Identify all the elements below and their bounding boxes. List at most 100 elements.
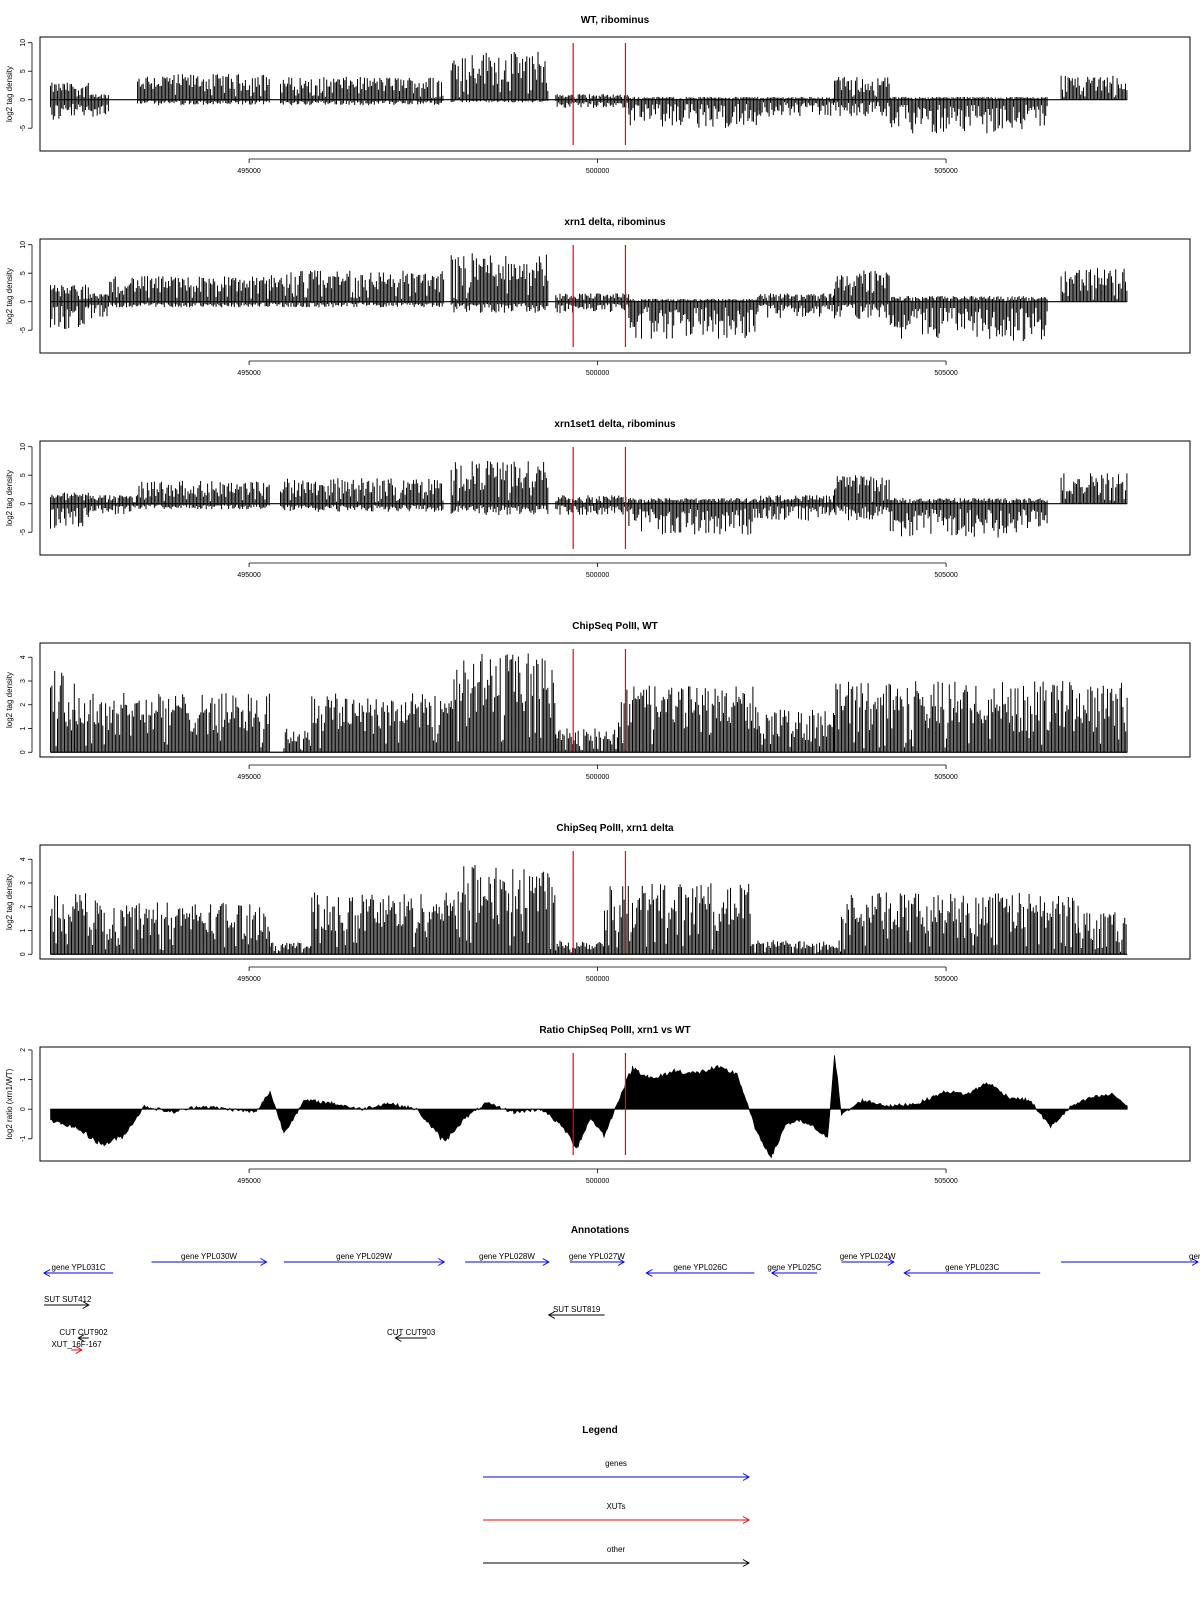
panel-title: Ratio ChipSeq PolII, xrn1 vs WT (539, 1025, 690, 1036)
signal-bars (50, 461, 1128, 538)
y-tick-label: 0 (20, 750, 27, 754)
feature-arrow (465, 1258, 550, 1266)
feature-label: gene YPL024W (840, 1252, 896, 1261)
y-tick-label: 4 (20, 857, 27, 861)
legend-label: other (607, 1545, 626, 1554)
y-tick-label: 0 (20, 98, 27, 102)
y-tick-label: 2 (20, 905, 27, 909)
x-tick-label: 500000 (586, 774, 609, 781)
feature-cut-cut903: CUT CUT903 (387, 1328, 436, 1342)
panel-2: xrn1 delta, ribominus log2 tag density -5 0… (5, 217, 1191, 377)
plot-frame (39, 844, 1191, 960)
panel-title: ChipSeq PolII, WT (572, 621, 658, 632)
signal-bars (50, 253, 1128, 341)
x-tick-label: 495000 (237, 1178, 260, 1185)
panel-title: ChipSeq PolII, xrn1 delta (556, 823, 674, 834)
plot-area (50, 865, 1128, 955)
feature-arrow (569, 1258, 626, 1266)
legend: Legend genes XUTs other (483, 1425, 750, 1567)
feature-arrow (645, 1269, 755, 1277)
feature-label: CUT CUT903 (387, 1328, 436, 1337)
x-tick-label: 505000 (934, 774, 957, 781)
legend-item-xuts: XUTs (483, 1502, 750, 1524)
feature-gene-ypl027w: gene YPL027W (569, 1252, 625, 1266)
x-tick-label: 505000 (934, 976, 957, 983)
feature-label: gene YPL030W (181, 1252, 237, 1261)
feature-arrow (151, 1258, 268, 1266)
legend-title: Legend (582, 1425, 618, 1436)
x-tick-label: 500000 (586, 572, 609, 579)
plot-area (50, 51, 1128, 134)
y-tick-label: 1 (20, 726, 27, 730)
y-tick-label: 0 (20, 300, 27, 304)
feature-arrow (483, 1559, 750, 1567)
y-tick-label: 5 (20, 69, 27, 73)
feature-gene-ypl029w: gene YPL029W (283, 1252, 446, 1266)
y-tick-label: 3 (20, 881, 27, 885)
feature-arrow (841, 1258, 895, 1266)
y-tick-label: 4 (20, 655, 27, 659)
signal-bars (50, 653, 1128, 753)
feature-cut-cut902: CUT CUT902 (59, 1328, 108, 1342)
x-tick-label: 505000 (934, 1178, 957, 1185)
annotations-title: Annotations (571, 1225, 630, 1236)
feature-label: gene YPL025C (767, 1263, 821, 1272)
panel-5: ChipSeq PolII, xrn1 delta log2 tag densit… (5, 823, 1191, 983)
annotations-panel: Annotations gene YPL031C gene YPL030W gene … (43, 1225, 1200, 1354)
feature-arrow (1061, 1258, 1199, 1266)
x-tick-label: 495000 (237, 976, 260, 983)
feature-arrow (483, 1516, 750, 1524)
y-axis-label: log2 tag density (5, 874, 14, 930)
x-tick-label: 495000 (237, 572, 260, 579)
y-axis-label: log2 ratio (xrn1/WT) (5, 1068, 14, 1139)
plot-frame (39, 642, 1191, 758)
plot-area (50, 1055, 1128, 1159)
y-axis-label: log2 tag density (5, 66, 14, 122)
x-tick-label: 505000 (934, 370, 957, 377)
feature-label: SUT SUT819 (553, 1305, 601, 1314)
plot-frame (39, 238, 1191, 354)
feature-sut-sut412: SUT SUT412 (44, 1295, 92, 1309)
feature-arrow (483, 1473, 750, 1481)
y-tick-label: 0 (20, 952, 27, 956)
feature-gene-ypl023c: gene YPL023C (903, 1263, 1041, 1277)
feature-label: CUT CUT902 (59, 1328, 108, 1337)
feature-gene-ypl025c: gene YPL025C (767, 1263, 822, 1277)
panel-title: WT, ribominus (581, 15, 650, 26)
feature-label: XUT_16F-167 (51, 1340, 102, 1349)
x-tick-label: 495000 (237, 370, 260, 377)
plot-area (50, 653, 1128, 753)
feature-label: gene YPL028W (479, 1252, 535, 1261)
plot-frame (39, 1046, 1191, 1162)
legend-label: genes (605, 1459, 627, 1468)
y-tick-label: 2 (20, 703, 27, 707)
feature-gene-ypl031c: gene YPL031C (43, 1263, 114, 1277)
ratio-area (50, 1055, 1128, 1159)
legend-item-genes: genes (483, 1459, 750, 1481)
feature-xut-16f-167: XUT_16F-167 (51, 1340, 102, 1354)
plot-frame (39, 36, 1191, 152)
feature-label: gene YPL029W (336, 1252, 392, 1261)
y-tick-label: 10 (20, 443, 27, 451)
y-tick-label: -1 (20, 1136, 27, 1142)
signal-bars (50, 865, 1127, 955)
feature-arrow (283, 1258, 446, 1266)
feature-label: SUT SUT412 (44, 1295, 92, 1304)
feature-gene-ypl024w: gene YPL024W (840, 1252, 896, 1266)
feature-label: gene YPL023C (945, 1263, 999, 1272)
feature-arrow (903, 1269, 1041, 1277)
plot-area (50, 461, 1128, 538)
y-tick-label: -5 (20, 125, 27, 131)
panel-6: Ratio ChipSeq PolII, xrn1 vs WT log2 rati… (5, 1025, 1191, 1185)
feature-label: gene YPL031C (52, 1263, 106, 1272)
feature-gene-ypl028w: gene YPL028W (465, 1252, 550, 1266)
feature-arrow (44, 1301, 90, 1309)
panel-4: ChipSeq PolII, WT log2 tag density 0 1 2 3 4 49… (5, 621, 1191, 781)
y-tick-label: 1 (20, 928, 27, 932)
x-tick-label: 495000 (237, 168, 260, 175)
signal-bars (50, 51, 1128, 134)
x-tick-label: 500000 (586, 370, 609, 377)
y-tick-label: 1 (20, 1078, 27, 1082)
plot-area (50, 253, 1128, 341)
